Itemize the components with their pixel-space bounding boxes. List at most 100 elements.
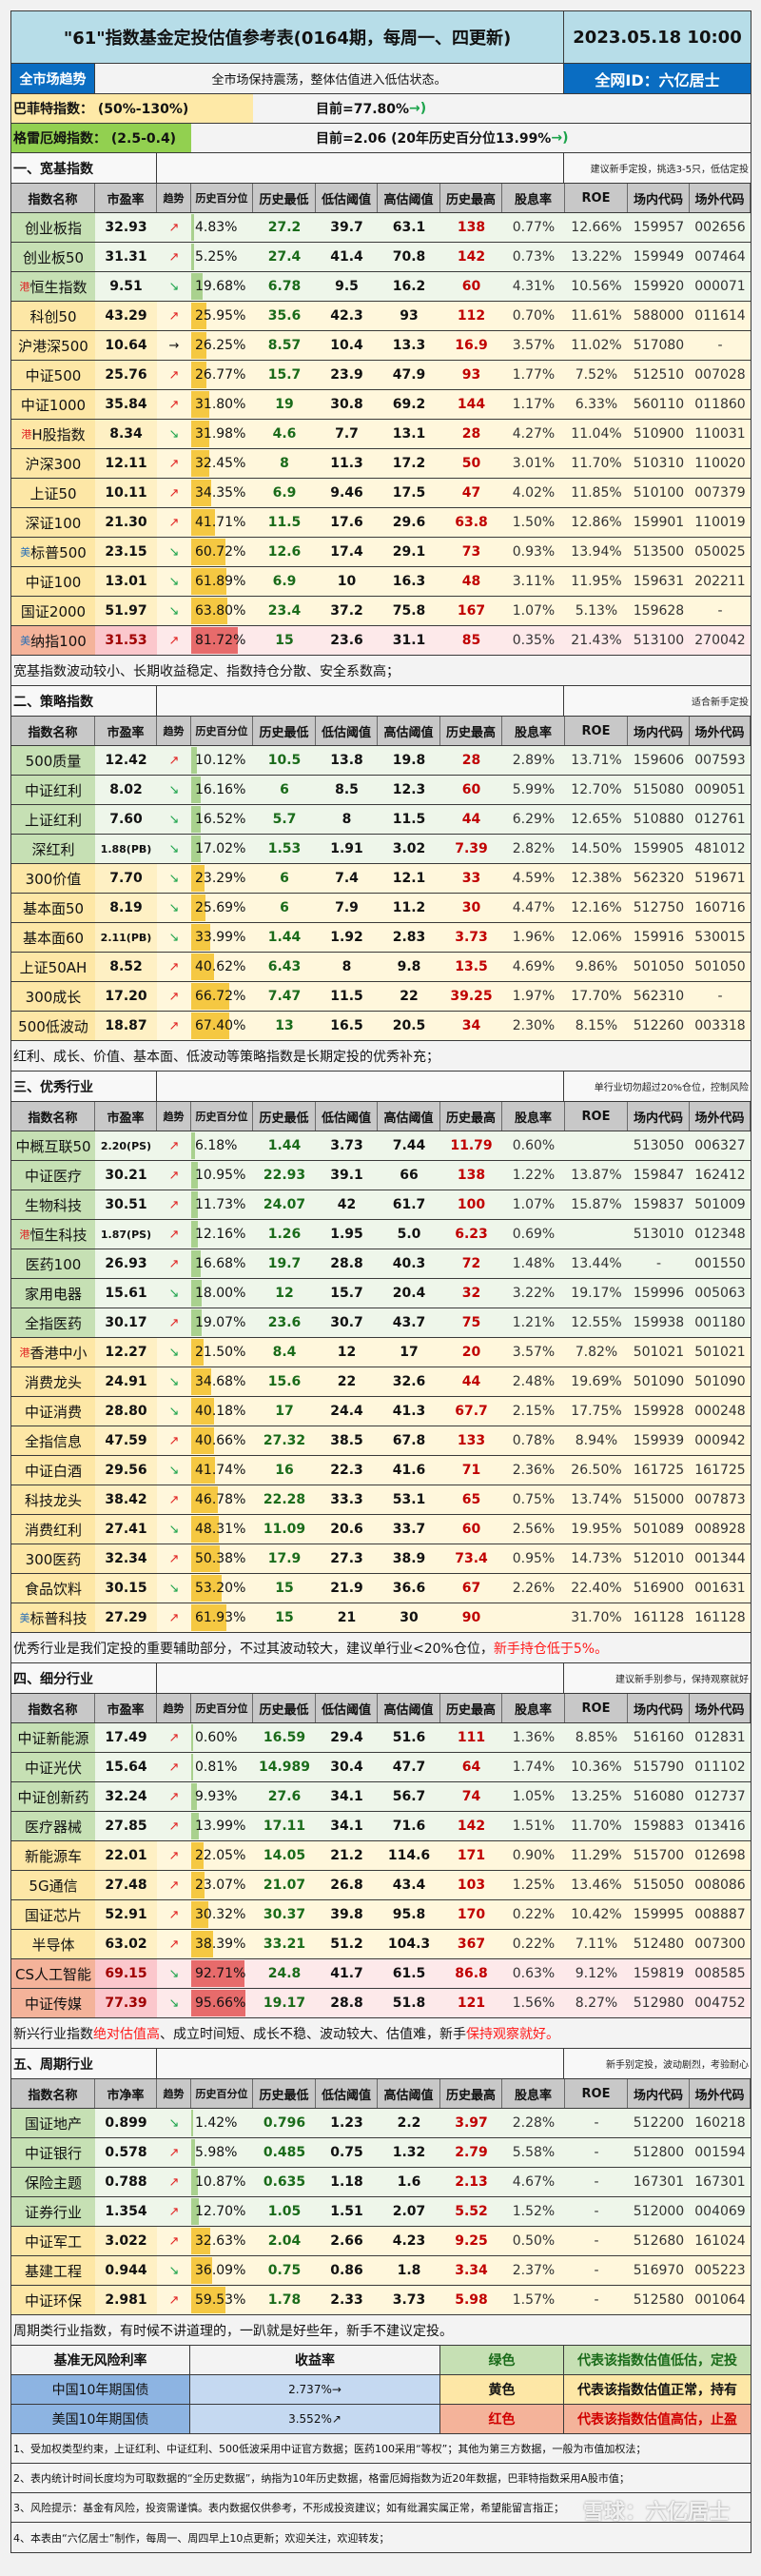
table-row[interactable]: 家用电器 15.61 ↘ 18.00% 12 15.7 20.4 32 3.22% 19.17% 1…: [11, 1279, 751, 1308]
column-header[interactable]: 低估阈值: [316, 717, 378, 745]
column-header[interactable]: 场内代码: [628, 2079, 690, 2108]
table-row[interactable]: 港恒生指数 9.51 ↘ 19.68% 6.78 9.5 16.2 60 4.31% 10.56%…: [11, 272, 751, 302]
column-header[interactable]: 场内代码: [628, 717, 690, 745]
column-header[interactable]: 高估阈值: [378, 184, 440, 212]
column-header[interactable]: 场外代码: [690, 2079, 751, 2108]
table-row[interactable]: 300价值 7.70 ↘ 23.29% 6 7.4 12.1 33 4.59% 12.38% 562…: [11, 864, 751, 894]
table-row[interactable]: 美标普500 23.15 ↘ 60.72% 12.6 17.4 29.1 73 0.93% 13.…: [11, 538, 751, 567]
table-row[interactable]: 国证地产 0.899 ↘ 1.42% 0.796 1.23 2.2 3.97 2.28% - 512…: [11, 2109, 751, 2138]
column-header[interactable]: 市盈率: [95, 184, 157, 212]
column-header[interactable]: 市盈率: [95, 717, 157, 745]
table-row[interactable]: 生物科技 30.51 ↗ 11.73% 24.07 42 61.7 100 1.07% 15.87…: [11, 1190, 751, 1220]
column-header[interactable]: ROE: [565, 184, 628, 212]
column-header[interactable]: 趋势: [157, 717, 191, 745]
table-row[interactable]: 基建工程 0.944 ↘ 36.09% 0.75 0.86 1.8 3.34 2.37% - 516…: [11, 2256, 751, 2286]
table-row[interactable]: 食品饮料 30.15 ↘ 53.20% 15 21.9 36.6 67 2.26% 22.40% 5…: [11, 1574, 751, 1603]
table-row[interactable]: 医疗器械 27.85 ↗ 13.99% 17.11 34.1 71.6 142 1.51% 11.…: [11, 1812, 751, 1841]
table-row[interactable]: 保险主题 0.788 ↗ 10.87% 0.635 1.18 1.6 2.13 4.67% - 16…: [11, 2168, 751, 2197]
column-header[interactable]: 场外代码: [690, 1694, 751, 1722]
column-header[interactable]: 场外代码: [690, 717, 751, 745]
column-header[interactable]: 历史百分位: [191, 717, 253, 745]
table-row[interactable]: 沪港深500 10.64 → 26.25% 8.57 10.4 13.3 16.9 3.57% 1…: [11, 331, 751, 361]
column-header[interactable]: 指数名称: [11, 184, 95, 212]
column-header[interactable]: 场内代码: [628, 1102, 690, 1131]
table-row[interactable]: 500低波动 18.87 ↗ 67.40% 13 16.5 20.5 34 2.30% 8.15%…: [11, 1012, 751, 1041]
table-row[interactable]: 中概互联50 2.20(PS) ↗ 6.18% 1.44 3.73 7.44 11.79 0.6…: [11, 1131, 751, 1161]
table-row[interactable]: 港香港中小 12.27 ↘ 21.50% 8.4 12 17 20 3.57% 7.82% 5010…: [11, 1338, 751, 1367]
table-row[interactable]: 科技龙头 38.42 ↗ 46.78% 22.28 33.3 53.1 65 0.75% 13.7…: [11, 1485, 751, 1515]
column-header[interactable]: 历史最低: [253, 1694, 316, 1722]
column-header[interactable]: 场外代码: [690, 184, 751, 212]
column-header[interactable]: 历史最高: [440, 1694, 502, 1722]
column-header[interactable]: 历史最高: [440, 717, 502, 745]
table-row[interactable]: 300医药 32.34 ↗ 50.38% 17.9 27.3 38.9 73.4 0.95% 14…: [11, 1544, 751, 1574]
column-header[interactable]: 低估阈值: [316, 1694, 378, 1722]
column-header[interactable]: 历史最低: [253, 2079, 316, 2108]
column-header[interactable]: ROE: [565, 1694, 628, 1722]
table-row[interactable]: 深红利 1.88(PB) ↘ 17.02% 1.53 1.91 3.02 7.39 2.82% 1…: [11, 835, 751, 864]
table-row[interactable]: 中证军工 3.022 ↗ 32.63% 2.04 2.66 4.23 9.25 0.50% - 51…: [11, 2227, 751, 2256]
column-header[interactable]: ROE: [565, 717, 628, 745]
table-row[interactable]: 国证2000 51.97 ↘ 63.80% 23.4 37.2 75.8 167 1.07% 5.…: [11, 597, 751, 626]
table-row[interactable]: 国证芯片 52.91 ↗ 30.32% 30.37 39.8 95.8 170 0.22% 10.…: [11, 1900, 751, 1930]
column-header[interactable]: 市盈率: [95, 1102, 157, 1131]
table-row[interactable]: 中证白酒 29.56 ↘ 41.74% 16 22.3 41.6 71 2.36% 26.50% 1…: [11, 1456, 751, 1485]
table-row[interactable]: 5G通信 27.48 ↗ 23.07% 21.07 26.8 43.4 103 1.25% 13.…: [11, 1871, 751, 1900]
column-header[interactable]: 历史百分位: [191, 1694, 253, 1722]
column-header[interactable]: 历史百分位: [191, 2079, 253, 2108]
column-header[interactable]: 高估阈值: [378, 1694, 440, 1722]
column-header[interactable]: 历史最低: [253, 184, 316, 212]
column-header[interactable]: 低估阈值: [316, 1102, 378, 1131]
column-header[interactable]: 历史百分位: [191, 1102, 253, 1131]
table-row[interactable]: 基本面50 8.19 ↘ 25.69% 6 7.9 11.2 30 4.47% 12.16% 512…: [11, 894, 751, 923]
table-row[interactable]: 消费龙头 24.91 ↘ 34.68% 15.6 22 32.6 44 2.48% 19.69% 5…: [11, 1367, 751, 1397]
table-row[interactable]: 中证消费 28.80 ↘ 40.18% 17 24.4 41.3 67.7 2.15% 17.75…: [11, 1397, 751, 1426]
column-header[interactable]: 股息率: [502, 1694, 565, 1722]
column-header[interactable]: 历史最高: [440, 1102, 502, 1131]
table-row[interactable]: 创业板指 32.93 ↗ 4.83% 27.2 39.7 63.1 138 0.77% 12.66…: [11, 213, 751, 243]
column-header[interactable]: 指数名称: [11, 717, 95, 745]
column-header[interactable]: 趋势: [157, 1694, 191, 1722]
column-header[interactable]: 高估阈值: [378, 1102, 440, 1131]
table-row[interactable]: 500质量 12.42 ↗ 10.12% 10.5 13.8 19.8 28 2.89% 13.7…: [11, 746, 751, 776]
column-header[interactable]: 趋势: [157, 184, 191, 212]
table-row[interactable]: 深证100 21.30 ↗ 41.71% 11.5 17.6 29.6 63.8 1.50% 12…: [11, 508, 751, 538]
column-header[interactable]: 股息率: [502, 717, 565, 745]
table-row[interactable]: 中证环保 2.981 ↗ 59.53% 1.78 2.33 3.73 5.98 1.57% - 51…: [11, 2286, 751, 2315]
table-row[interactable]: 中证传媒 77.39 ↘ 95.66% 19.17 28.8 51.8 121 1.56% 8.2…: [11, 1989, 751, 2018]
column-header[interactable]: 指数名称: [11, 2079, 95, 2108]
table-row[interactable]: 消费红利 27.41 ↘ 48.31% 11.09 20.6 33.7 60 2.56% 19.9…: [11, 1515, 751, 1544]
table-row[interactable]: 中证500 25.76 ↗ 26.77% 15.7 23.9 47.9 93 1.77% 7.52…: [11, 361, 751, 390]
table-row[interactable]: 新能源车 22.01 ↗ 22.05% 14.05 21.2 114.6 171 0.90% 11…: [11, 1841, 751, 1871]
table-row[interactable]: 医药100 26.93 ↗ 16.68% 19.7 28.8 40.3 72 1.48% 13.4…: [11, 1249, 751, 1279]
table-row[interactable]: 全指信息 47.59 ↗ 40.66% 27.32 38.5 67.8 133 0.78% 8.9…: [11, 1426, 751, 1456]
column-header[interactable]: 历史最低: [253, 1102, 316, 1131]
column-header[interactable]: 指数名称: [11, 1102, 95, 1131]
column-header[interactable]: 股息率: [502, 1102, 565, 1131]
table-row[interactable]: 中证1000 35.84 ↗ 31.80% 19 30.8 69.2 144 1.17% 6.33…: [11, 390, 751, 420]
table-row[interactable]: 上证50AH 8.52 ↗ 40.62% 6.43 8 9.8 13.5 4.69% 9.86% 5…: [11, 953, 751, 982]
column-header[interactable]: 市净率: [95, 2079, 157, 2108]
column-header[interactable]: 历史最高: [440, 2079, 502, 2108]
table-row[interactable]: 中证红利 8.02 ↘ 16.16% 6 8.5 12.3 60 5.99% 12.70% 5150…: [11, 776, 751, 805]
column-header[interactable]: 市盈率: [95, 1694, 157, 1722]
table-row[interactable]: 证券行业 1.354 ↗ 12.70% 1.05 1.51 2.07 5.52 1.52% - 51…: [11, 2197, 751, 2227]
column-header[interactable]: 趋势: [157, 2079, 191, 2108]
column-header[interactable]: 历史最低: [253, 717, 316, 745]
table-row[interactable]: 300成长 17.20 ↗ 66.72% 7.47 11.5 22 39.25 1.97% 17.…: [11, 982, 751, 1012]
table-row[interactable]: 中证银行 0.578 ↗ 5.98% 0.485 0.75 1.32 2.79 5.58% - 51…: [11, 2138, 751, 2168]
table-row[interactable]: 创业板50 31.31 ↗ 5.25% 27.4 41.4 70.8 142 0.73% 13.2…: [11, 243, 751, 272]
column-header[interactable]: ROE: [565, 1102, 628, 1131]
column-header[interactable]: 场内代码: [628, 1694, 690, 1722]
table-row[interactable]: 上证50 10.11 ↗ 34.35% 6.9 9.46 17.5 47 4.02% 11.85%…: [11, 479, 751, 508]
column-header[interactable]: 高估阈值: [378, 2079, 440, 2108]
table-row[interactable]: 中证医疗 30.21 ↗ 10.95% 22.93 39.1 66 138 1.22% 13.87…: [11, 1161, 751, 1190]
column-header[interactable]: 低估阈值: [316, 2079, 378, 2108]
table-row[interactable]: 美标普科技 27.29 ↗ 61.93% 15 21 30 90 31.70% 161128 161…: [11, 1603, 751, 1633]
column-header[interactable]: 场内代码: [628, 184, 690, 212]
table-row[interactable]: 美纳指100 31.53 ↗ 81.72% 15 23.6 31.1 85 0.35% 21.43…: [11, 626, 751, 656]
column-header[interactable]: 历史最高: [440, 184, 502, 212]
column-header[interactable]: 场外代码: [690, 1102, 751, 1131]
table-row[interactable]: 科创50 43.29 ↗ 25.95% 35.6 42.3 93 112 0.70% 11.61%…: [11, 302, 751, 331]
table-row[interactable]: 基本面60 2.11(PB) ↘ 33.99% 1.44 1.92 2.83 3.73 1.96…: [11, 923, 751, 953]
